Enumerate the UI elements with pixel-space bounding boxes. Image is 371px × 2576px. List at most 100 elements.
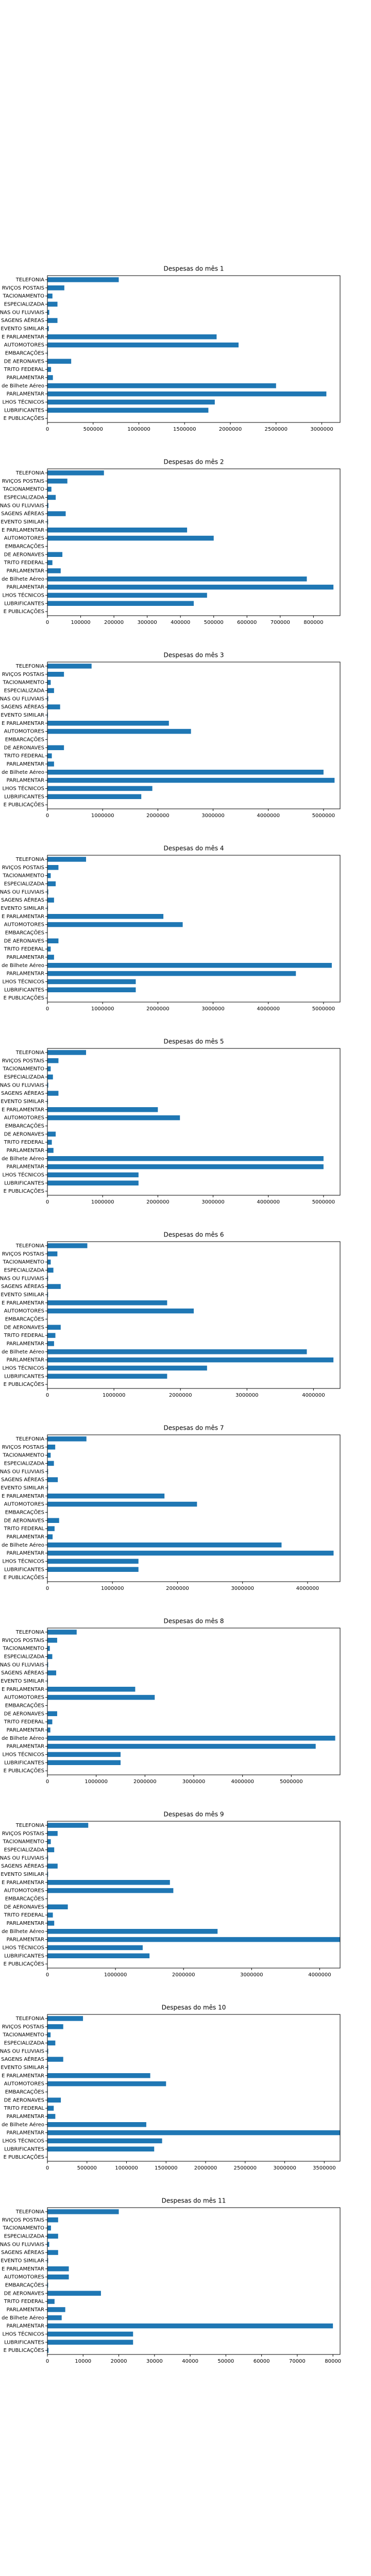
chart-title: Despesas do mês 8 [163, 1618, 224, 1625]
plot-frame [47, 275, 341, 423]
y-tick-label: E PUBLICAÇÕES [4, 801, 44, 808]
y-tick-label: LUBRIFICANTES [4, 1567, 44, 1572]
y-tick-label: SAGENS AÉREAS [1, 2056, 44, 2062]
bar [47, 2106, 54, 2111]
y-tick-label: RVIÇOS POSTAIS [2, 479, 44, 484]
bar [47, 1140, 52, 1145]
y-tick-label: LHOS TÉCNICOS [2, 2137, 44, 2144]
y-tick-label: NAS OU FLUVIAIS [0, 310, 44, 315]
y-tick-label: PARLAMENTAR [7, 585, 44, 590]
bar [47, 2122, 146, 2127]
bar [47, 1888, 174, 1893]
bar [47, 293, 53, 299]
y-tick-label: de Bilhete Aéreo [2, 1928, 44, 1935]
x-tick-label: 0 [46, 427, 49, 432]
y-tick-label: TRITO FEDERAL [4, 2106, 45, 2111]
x-tick-label: 500000 [204, 620, 224, 625]
bar [47, 1760, 121, 1765]
chart-title: Despesas do mês 4 [163, 845, 224, 852]
x-tick-label: 2000000 [133, 1779, 157, 1785]
bar [47, 1831, 58, 1836]
bar [47, 1719, 53, 1724]
x-tick-label: 20000 [111, 2359, 127, 2364]
y-tick-label: PARLAMENTAR [7, 1551, 44, 1556]
bar [47, 552, 63, 557]
y-tick-label: EVENTO SIMILAR [1, 713, 44, 718]
y-tick-label: DE AERONAVES [4, 1325, 44, 1330]
y-tick-label: EVENTO SIMILAR [1, 2258, 44, 2264]
y-tick-label: E PUBLICAÇÕES [4, 994, 44, 1001]
bar [47, 1357, 334, 1363]
y-tick-label: E PARLAMENTAR [2, 914, 44, 920]
bar [47, 1074, 53, 1080]
bar [47, 1662, 48, 1667]
bar [47, 2209, 119, 2214]
y-tick-label: PARLAMENTAR [7, 2307, 44, 2313]
y-tick-label: TRITO FEDERAL [4, 1140, 45, 1145]
x-tick-label: 2500000 [234, 2165, 257, 2171]
y-tick-label: TRITO FEDERAL [4, 753, 45, 759]
bar [47, 857, 87, 862]
y-tick-label: PARLAMENTAR [7, 778, 44, 784]
bar [47, 938, 59, 943]
y-tick-label: SAGENS AÉREAS [1, 317, 44, 324]
y-tick-label: LUBRIFICANTES [4, 1180, 44, 1186]
y-tick-label: AUTOMOTORES [4, 1502, 44, 1507]
y-tick-label: DE AERONAVES [4, 1711, 44, 1717]
y-tick-label: E PARLAMENTAR [2, 334, 44, 340]
y-tick-label: E PARLAMENTAR [2, 721, 44, 726]
y-tick-label: de Bilhete Aéreo [2, 1349, 44, 1355]
x-tick-label: 2000000 [172, 1972, 195, 1978]
y-tick-label: PARLAMENTAR [7, 1534, 44, 1540]
bar [47, 1485, 48, 1490]
bar [47, 1115, 180, 1121]
bar [47, 2048, 48, 2054]
bar [47, 301, 58, 307]
y-tick-label: TRITO FEDERAL [4, 1719, 45, 1725]
bar [47, 721, 169, 726]
y-tick-label: de Bilhete Aéreo [2, 1735, 44, 1741]
bar [47, 601, 194, 606]
y-tick-label: ESPECIALIZADA [4, 1847, 45, 1853]
x-tick-label: 4000000 [257, 813, 280, 819]
x-tick-label: 4000000 [302, 1393, 325, 1398]
y-tick-label: AUTOMOTORES [4, 1309, 44, 1314]
bar [47, 777, 335, 783]
bar [47, 1550, 334, 1556]
y-tick-label: PARLAMENTAR [7, 1727, 44, 1733]
chart-title: Despesas do mês 3 [163, 652, 224, 659]
y-tick-label: LHOS TÉCNICOS [2, 1751, 44, 1757]
bar [47, 963, 332, 968]
bar [47, 1736, 335, 1741]
y-tick-label: PARLAMENTAR [7, 568, 44, 574]
x-tick-label: 100000 [71, 620, 90, 625]
bar [47, 873, 51, 878]
bar [47, 1839, 51, 1844]
x-tick-label: 3000000 [235, 1393, 259, 1398]
y-tick-label: LUBRIFICANTES [4, 794, 44, 800]
y-tick-label: RVIÇOS POSTAIS [2, 865, 44, 871]
y-tick-label: PARLAMENTAR [7, 1744, 44, 1750]
x-tick-label: 70000 [289, 2359, 306, 2364]
y-tick-label: RVIÇOS POSTAIS [2, 1251, 44, 1257]
y-tick-label: LUBRIFICANTES [4, 987, 44, 993]
bar [47, 2233, 58, 2239]
y-tick-label: de Bilhete Aéreo [2, 769, 44, 775]
bar [47, 1937, 340, 1942]
x-tick-label: 40000 [182, 2359, 198, 2364]
bar [47, 1823, 89, 1828]
plot-frame [47, 1048, 341, 1196]
bar [47, 486, 52, 492]
bar [47, 1743, 316, 1749]
y-tick-label: PARLAMENTAR [7, 955, 44, 960]
y-tick-label: TACIONAMENTO [2, 1646, 44, 1652]
y-tick-label: NAS OU FLUVIAIS [0, 1662, 44, 1668]
y-tick-label: NAS OU FLUVIAIS [0, 1082, 44, 1088]
y-tick-label: EMBARCAÇÕES [5, 1315, 44, 1322]
y-tick-label: TELEFONIA [15, 2209, 44, 2215]
bar [47, 865, 59, 870]
y-tick-label: EMBARCAÇÕES [5, 543, 44, 549]
bar [47, 2307, 65, 2312]
bar [47, 1292, 48, 1297]
